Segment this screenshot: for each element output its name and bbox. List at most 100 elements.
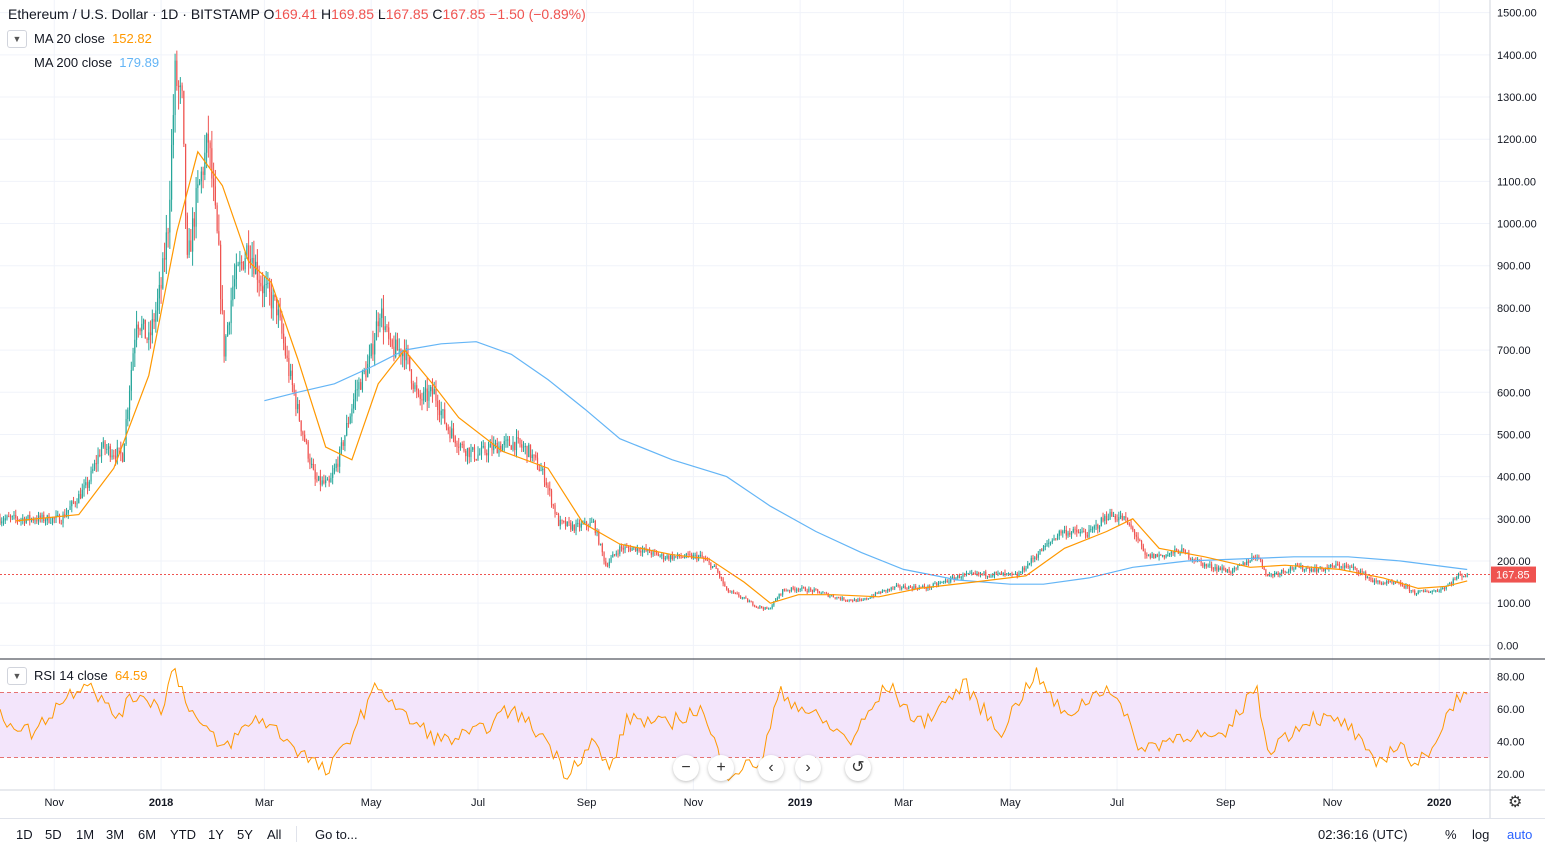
time-tick-label: 2019 [788, 797, 812, 809]
candle-body [1244, 562, 1246, 565]
log-toggle[interactable]: log [1472, 827, 1490, 842]
candle-body [606, 565, 609, 567]
price-tick-label: 900.00 [1497, 261, 1531, 273]
candle-body [661, 554, 663, 556]
settings-button[interactable]: ⚙ [1508, 792, 1522, 812]
candle-body [414, 385, 416, 389]
candle-body [479, 453, 481, 455]
range-1d[interactable]: 1D [16, 827, 33, 842]
scroll-right-button[interactable]: › [795, 755, 821, 781]
candle-body [8, 515, 10, 517]
range-3m[interactable]: 3M [106, 827, 125, 842]
range-all[interactable]: All [267, 827, 282, 842]
collapse-rsi-button[interactable]: ▼ [7, 667, 27, 685]
range-1m[interactable]: 1M [76, 827, 95, 842]
ma20-legend[interactable]: MA 20 close 152.82 [34, 31, 152, 46]
candle-body [1284, 571, 1286, 573]
candle-body [356, 389, 358, 391]
candle-body [395, 339, 397, 357]
range-6m[interactable]: 6M [138, 827, 157, 842]
candle-body [594, 520, 596, 534]
candle-body [1063, 529, 1066, 532]
candle-body [780, 593, 782, 595]
candle-body [540, 470, 542, 472]
candle-body [139, 328, 141, 332]
candle-body [1230, 572, 1232, 574]
candle-body [1023, 567, 1025, 571]
candle-body [967, 573, 969, 575]
candle-body [1221, 567, 1223, 570]
candle-body [179, 85, 181, 88]
candle-body [251, 257, 253, 263]
candle-body [1018, 573, 1020, 577]
candle-body [960, 577, 962, 579]
candle-body [792, 587, 794, 589]
candle-body [452, 428, 455, 437]
time-tick-label: Nov [1323, 797, 1343, 809]
candle-body [342, 442, 344, 446]
candle-body [524, 446, 526, 448]
percent-toggle[interactable]: % [1445, 827, 1457, 842]
candle-body [978, 572, 980, 575]
candle-body [510, 445, 512, 450]
candle-body [640, 550, 642, 553]
candle-body [244, 258, 246, 270]
candle-body [421, 398, 423, 401]
scroll-left-button[interactable]: ‹ [758, 755, 784, 781]
candle-body [853, 599, 856, 602]
rsi-legend[interactable]: RSI 14 close 64.59 [34, 668, 147, 683]
candle-body [521, 444, 523, 448]
range-5y[interactable]: 5Y [237, 827, 253, 842]
candle-body [1209, 564, 1211, 566]
candle-body [216, 205, 218, 232]
candle-body [465, 450, 467, 457]
candle-body [498, 445, 500, 454]
goto-button[interactable]: Go to... [315, 827, 358, 842]
candle-body [1426, 591, 1428, 593]
candle-body [6, 515, 8, 519]
range-5d[interactable]: 5D [45, 827, 62, 842]
candle-body [936, 583, 938, 586]
candle-body [939, 582, 941, 584]
collapse-legend-button[interactable]: ▼ [7, 30, 27, 48]
candle-body [169, 199, 171, 233]
candle-body [888, 589, 891, 591]
candle-body [759, 606, 761, 608]
range-1y[interactable]: 1Y [208, 827, 224, 842]
candle-body [1377, 580, 1379, 582]
candle-body [990, 575, 992, 577]
candle-body [225, 336, 227, 357]
candle-body [312, 463, 315, 470]
candle-body [335, 463, 337, 469]
range-ytd[interactable]: YTD [170, 827, 196, 842]
rsi-value: 64.59 [114, 668, 148, 683]
candle-body [149, 332, 152, 336]
reset-chart-button[interactable]: ↺ [845, 755, 871, 781]
candle-body [263, 284, 265, 294]
candle-body [1263, 566, 1265, 570]
candle-body [241, 261, 243, 263]
rsi-tick-label: 40.00 [1497, 736, 1525, 748]
candle-body [1449, 583, 1451, 585]
candle-body [484, 446, 486, 453]
candle-body [890, 587, 892, 590]
candle-body [507, 439, 509, 441]
candle-body [641, 549, 644, 553]
candle-body [1349, 566, 1351, 568]
zoom-out-button[interactable]: − [673, 755, 699, 781]
zoom-in-button[interactable]: + [708, 755, 734, 781]
candle-body [904, 585, 906, 589]
candle-body [431, 387, 434, 395]
candle-body [937, 583, 940, 586]
ohlc-values: O169.41 H169.85 L167.85 C167.85 [263, 6, 489, 22]
candle-body [69, 506, 71, 510]
candle-body [65, 513, 68, 517]
candle-body [1102, 517, 1104, 521]
candle-body [662, 554, 665, 560]
auto-toggle[interactable]: auto [1507, 827, 1533, 842]
candle-body [1212, 568, 1214, 570]
ma200-legend[interactable]: MA 200 close 179.89 [34, 55, 159, 70]
time-tick-label: May [1000, 797, 1021, 809]
